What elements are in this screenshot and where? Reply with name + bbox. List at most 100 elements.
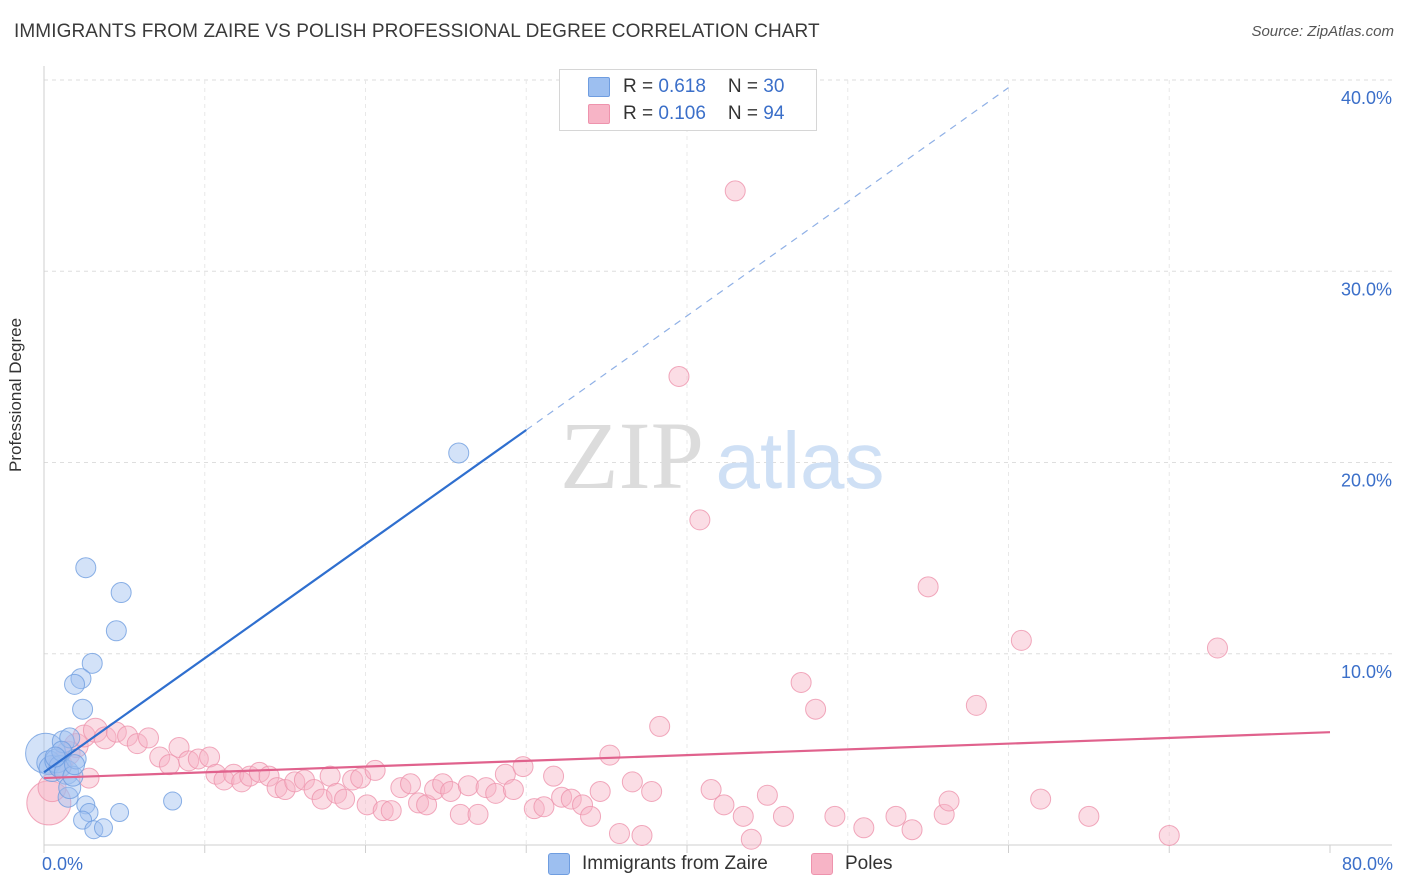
legend-r-value: 0.618: [658, 76, 706, 97]
poles-point: [372, 800, 394, 822]
poles-point: [901, 819, 923, 841]
bottom-legend-poles[interactable]: Poles: [811, 851, 893, 877]
bottom-legend-swatch-poles: [811, 853, 833, 875]
zaire-point: [75, 557, 97, 579]
zaire-point: [163, 791, 183, 811]
zaire-point: [105, 620, 127, 642]
zaire-point: [57, 786, 79, 808]
poles-point: [502, 779, 524, 801]
zaire-point: [59, 727, 81, 749]
zaire-point: [110, 802, 130, 822]
y-tick-label: 20.0%: [1341, 471, 1392, 491]
zaire-point: [79, 802, 99, 822]
poles-point: [560, 788, 582, 810]
poles-point: [772, 805, 794, 827]
poles-point: [137, 727, 159, 749]
poles-point: [475, 777, 497, 799]
poles-point: [700, 779, 722, 801]
x-tick-label: 0.0%: [42, 854, 83, 874]
poles-point: [400, 773, 422, 795]
poles-point: [649, 715, 671, 737]
zaire-point: [448, 442, 470, 464]
bottom-legend-zaire[interactable]: Immigrants from Zaire: [548, 851, 768, 877]
poles-trend-line: [43, 731, 1331, 780]
bottom-legend-label-poles: Poles: [845, 853, 893, 874]
poles-point: [599, 744, 621, 766]
poles-point: [432, 773, 454, 795]
poles-point: [965, 694, 987, 716]
legend-row-zaire: R = 0.618 N = 30: [588, 75, 784, 99]
poles-point: [689, 509, 711, 531]
poles-point: [158, 754, 180, 776]
poles-point: [334, 788, 356, 810]
y-tick-label: 30.0%: [1341, 279, 1392, 299]
bottom-legend-label-zaire: Immigrants from Zaire: [582, 853, 768, 874]
watermark-atlas: atlas: [716, 416, 885, 505]
zaire-point: [110, 582, 132, 604]
poles-point: [824, 805, 846, 827]
poles-point: [589, 780, 611, 802]
poles-point: [790, 671, 812, 693]
poles-point: [1158, 824, 1180, 846]
poles-point: [213, 769, 235, 791]
series-poles-points: [26, 180, 1228, 850]
poles-point: [187, 748, 209, 770]
poles-point: [732, 805, 754, 827]
zaire-point: [81, 652, 103, 674]
trend-lines: [43, 87, 1331, 780]
tick-labels: 10.0% 20.0% 30.0% 40.0% 0.0% 80.0%: [42, 88, 1393, 874]
poles-point: [467, 803, 489, 825]
poles-point: [933, 803, 955, 825]
poles-point: [1010, 629, 1032, 651]
poles-point: [756, 784, 778, 806]
poles-point: [449, 803, 471, 825]
source-label: Source: ZipAtlas.com: [1251, 23, 1394, 40]
poles-point: [641, 780, 663, 802]
poles-point: [78, 767, 100, 789]
legend-r-label: R =: [623, 103, 659, 124]
zaire-point: [70, 668, 92, 690]
poles-point: [713, 794, 735, 816]
poles-point: [126, 733, 148, 755]
poles-point: [631, 824, 653, 846]
poles-point: [543, 765, 565, 787]
legend-n-label: N =: [727, 103, 764, 124]
y-tick-label: 10.0%: [1341, 662, 1392, 682]
correlation-legend: R = 0.618 N = 30 R = 0.106 N = 94: [559, 69, 817, 131]
gridlines: [44, 79, 1392, 845]
poles-point: [533, 796, 555, 818]
y-tick-label: 40.0%: [1341, 88, 1392, 108]
legend-row-poles: R = 0.106 N = 94: [588, 102, 784, 126]
legend-swatch-poles: [588, 104, 610, 124]
bottom-legend-swatch-zaire: [548, 853, 570, 875]
legend-r-value: 0.106: [658, 103, 706, 124]
poles-point: [853, 817, 875, 839]
zaire-trend-line: [43, 429, 527, 774]
legend-swatch-zaire: [588, 77, 610, 97]
poles-point: [311, 788, 333, 810]
poles-point: [223, 763, 245, 785]
poles-point: [408, 792, 430, 814]
zaire-point: [64, 754, 86, 776]
poles-point: [938, 790, 960, 812]
legend-r-label: R =: [623, 76, 659, 97]
watermark-zip: ZIP: [560, 402, 704, 509]
zaire-point: [72, 698, 94, 720]
chart-title: IMMIGRANTS FROM ZAIRE VS POLISH PROFESSI…: [14, 21, 820, 42]
poles-point: [805, 698, 827, 720]
poles-point: [668, 365, 690, 387]
zaire-point: [93, 818, 113, 838]
zaire-trend-extension: [525, 87, 1009, 431]
legend-n-value: 30: [763, 76, 785, 97]
poles-point: [917, 576, 939, 598]
y-axis-label-wrap: Professional Degree: [6, 318, 26, 472]
poles-point: [621, 771, 643, 793]
poles-point: [342, 769, 364, 791]
poles-point: [1030, 788, 1052, 810]
zaire-point: [64, 673, 86, 695]
poles-point: [380, 800, 402, 822]
legend-n-value: 94: [763, 103, 785, 124]
poles-point: [572, 794, 594, 816]
poles-point: [485, 782, 507, 804]
